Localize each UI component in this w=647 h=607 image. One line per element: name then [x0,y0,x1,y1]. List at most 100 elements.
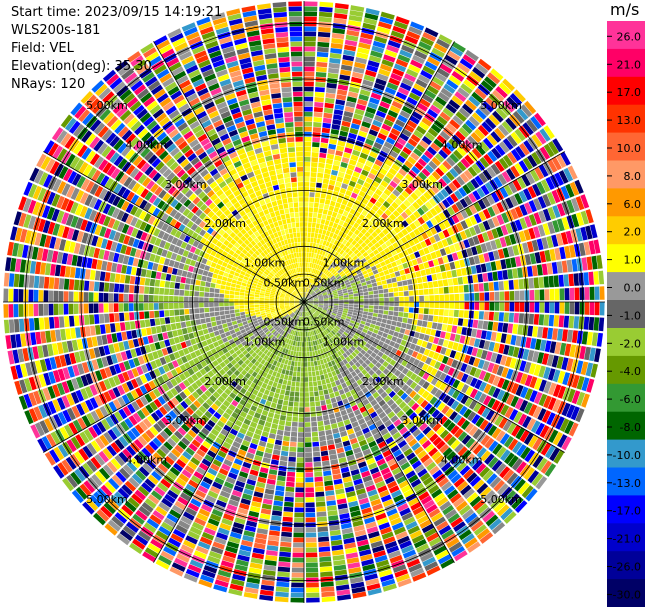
ppi-cell [319,152,327,159]
ppi-cell [419,98,431,108]
ppi-cell [310,309,315,313]
ppi-cell [305,437,312,443]
ppi-cell [481,407,491,418]
ppi-cell [506,368,514,380]
ppi-cell [382,200,391,209]
ppi-cell [287,380,292,386]
ppi-cell [327,226,333,232]
ppi-cell [291,426,298,432]
ppi-cell [519,290,525,301]
ppi-cell [372,40,386,49]
ppi-cell [304,1,318,7]
ppi-cell [319,286,324,291]
ppi-cell [527,350,535,362]
ppi-cell [348,86,360,94]
ppi-cell [390,128,401,137]
ppi-cell [362,346,369,352]
ppi-cell [329,179,336,186]
ppi-cell [344,269,350,275]
ppi-cell [356,251,362,258]
ppi-cell [362,285,368,290]
ppi-cell [308,288,311,293]
ppi-cell [406,96,418,106]
ppi-cell [307,305,311,310]
ppi-cell [416,102,428,112]
ppi-cell [374,220,382,227]
ppi-cell [357,245,363,252]
ppi-cell [408,290,414,296]
ppi-cell [473,338,481,348]
ppi-cell [465,266,472,275]
ppi-cell [373,212,381,220]
ppi-cell [460,157,471,169]
ppi-cell [491,399,501,411]
ppi-cell [360,242,367,248]
ppi-cell [321,289,326,293]
ppi-cell [374,35,388,44]
ppi-cell [536,264,543,276]
ppi-cell [334,245,339,252]
ppi-cell [544,302,550,313]
ppi-cell [449,168,459,178]
ppi-cell [390,325,396,331]
ppi-cell [318,303,324,305]
ppi-cell [496,446,507,459]
ppi-cell [287,466,296,472]
ppi-cell [361,169,369,177]
ppi-cell [313,304,319,307]
ppi-cell [346,96,357,103]
ppi-cell [446,357,454,367]
ppi-cell [333,272,339,277]
ppi-cell [379,204,387,212]
ppi-cell [319,6,333,13]
ppi-cell [430,329,437,336]
ppi-cell [293,366,298,372]
ppi-cell [485,331,492,341]
ppi-cell [544,289,550,301]
ppi-cell [491,147,502,159]
ppi-cell [359,248,366,255]
ppi-cell [310,268,313,273]
ppi-cell [270,428,277,435]
ppi-cell [338,135,347,142]
ppi-cell [318,254,322,260]
ppi-cell [297,442,304,448]
ppi-cell [350,282,356,287]
ppi-cell [543,125,555,139]
ppi-cell [343,308,349,311]
ppi-cell [289,441,297,447]
ppi-cell [316,270,320,276]
ppi-cell [337,268,343,274]
ppi-cell [434,181,444,191]
ppi-cell [388,306,394,311]
ppi-cell [377,330,384,336]
ppi-cell [313,303,319,305]
ppi-cell [313,253,317,259]
ppi-cell [304,257,306,262]
ppi-cell [281,369,286,375]
ppi-cell [293,527,304,533]
ppi-cell [387,283,393,288]
ppi-cell [311,308,315,313]
ppi-cell [504,406,514,419]
ppi-cell [475,463,487,475]
ppi-cell [488,341,495,352]
ppi-cell [324,394,330,400]
ppi-cell [543,143,555,158]
ppi-cell [381,212,389,220]
ppi-cell [461,373,469,383]
ppi-cell [438,149,449,160]
ppi-cell [519,399,529,412]
ppi-cell [363,325,370,330]
ppi-cell [390,366,397,374]
ppi-cell [378,309,384,314]
ppi-cell [538,393,548,407]
ppi-cell [283,395,290,401]
ppi-cell [482,273,489,282]
ppi-cell [304,86,314,92]
ppi-cell [320,450,329,457]
ppi-cell [400,352,407,359]
ppi-cell [463,195,473,206]
ppi-cell [313,280,317,285]
ppi-cell [472,444,483,455]
